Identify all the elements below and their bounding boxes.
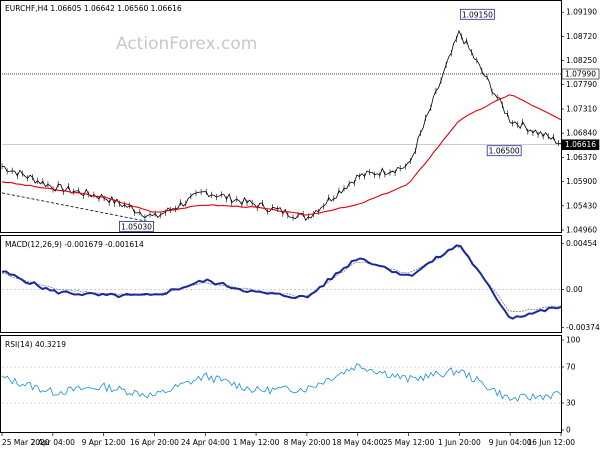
price-tag (561, 68, 600, 80)
y-tick-label: 1.08250 (566, 56, 597, 65)
macd-line (1, 244, 562, 320)
x-tick-label: 9 Jun 04:00 (489, 438, 532, 447)
macd-panel-frame (0, 235, 562, 333)
price-tag (561, 139, 600, 151)
y-tick-label: 0.00454 (566, 239, 597, 248)
x-tick-label: 18 May 04:00 (332, 438, 384, 447)
y-tick-label: 1.09190 (566, 8, 597, 17)
y-tick-label: 0 (566, 426, 571, 435)
watermark: ActionForex.com (116, 34, 257, 54)
trendline (1, 192, 155, 224)
y-tick-label: 70 (566, 363, 576, 372)
annotation-label: 1.09150 (462, 10, 493, 19)
x-tick-label: 16 Jun 12:00 (527, 438, 575, 447)
price-tag-label: 1.07990 (565, 70, 596, 79)
rsi-line (1, 363, 562, 402)
rsi-plot (1, 363, 562, 404)
y-tick-label: 1.07790 (566, 80, 597, 89)
moving-average-line (1, 94, 562, 216)
x-tick-label: 2 Apr 04:00 (31, 438, 75, 447)
annotation-box (459, 8, 495, 20)
annotation-label: 1.06500 (489, 147, 520, 156)
x-tick-label: 24 Apr 04:00 (181, 438, 230, 447)
y-tick-label: 30 (566, 399, 576, 408)
rsi-panel-frame (0, 335, 562, 433)
price-tag-label: 1.06616 (565, 140, 596, 149)
y-tick-label: 1.06840 (566, 129, 597, 138)
price-plot: 1.09150 1.05030 1.06500 (1, 8, 562, 232)
annotation-box (119, 220, 154, 232)
y-tick-label: 1.06370 (566, 153, 597, 162)
y-tick-label: 1.07310 (566, 105, 597, 114)
y-tick-label: 1.04960 (566, 226, 597, 235)
rsi-panel-header: RSI(14) 40.3219 (5, 340, 66, 349)
macd-panel-header: MACD(12,26,9) -0.001679 -0.001614 (5, 240, 144, 249)
x-tick-label: 25 May 12:00 (383, 438, 435, 447)
annotation-box (486, 145, 522, 157)
x-tick-label: 1 Jun 20:00 (438, 438, 481, 447)
y-tick-label: 100 (566, 336, 581, 345)
macd-plot (1, 244, 562, 320)
y-tick-label: -0.003745 (566, 323, 600, 332)
x-tick-label: 9 Apr 12:00 (82, 438, 126, 447)
price-series-line (1, 29, 562, 222)
y-axis-labels: 1.09190 1.08720 1.08250 1.07790 1.07310 1.068… (561, 8, 600, 435)
x-tick-label: 16 Apr 20:00 (130, 438, 179, 447)
y-tick-label: 1.05900 (566, 177, 597, 186)
annotation-label: 1.05030 (121, 222, 152, 231)
x-tick-label: 8 May 20:00 (284, 438, 331, 447)
x-tick-label: 25 Mar 2020 (2, 438, 50, 447)
price-panel-frame (0, 0, 562, 233)
price-panel-header: EURCHF,H4 1.06605 1.06642 1.06560 1.0661… (5, 4, 182, 13)
macd-signal-line (1, 246, 562, 312)
x-tick-label: 1 May 12:00 (233, 438, 280, 447)
y-tick-label: 1.05430 (566, 201, 597, 210)
y-tick-label: 1.08720 (566, 32, 597, 41)
y-tick-label: 0.00 (566, 285, 583, 294)
